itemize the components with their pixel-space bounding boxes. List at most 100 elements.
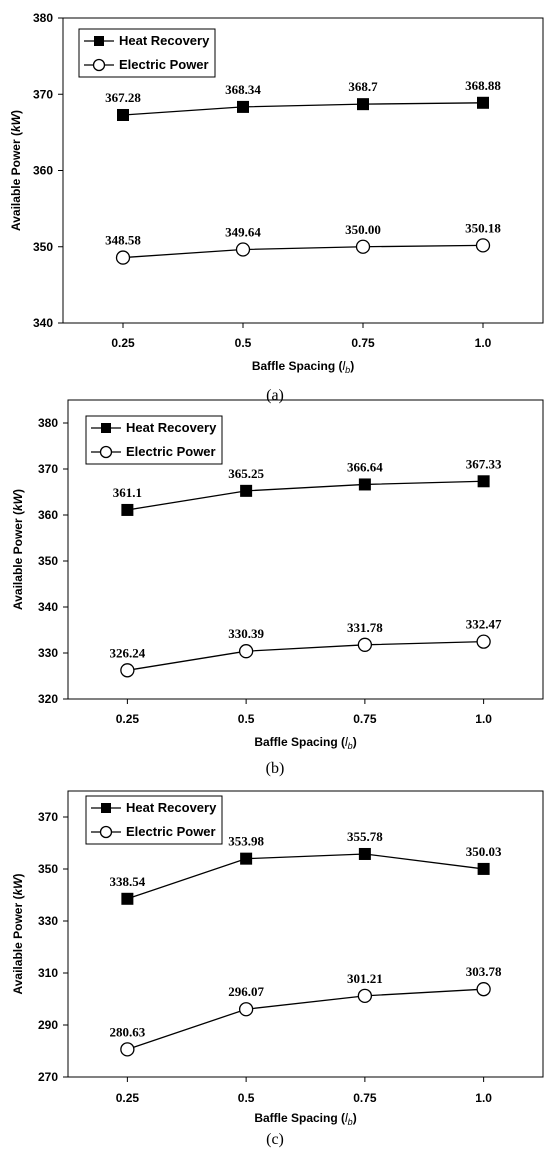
y-tick-label: 350 — [38, 554, 58, 568]
series-line-heat-recovery — [127, 853, 484, 900]
data-point-electric-power — [357, 988, 373, 1004]
panel-caption: (c) — [266, 1131, 284, 1148]
data-label: 361.1 — [113, 485, 142, 500]
series-line-electric-power — [127, 988, 484, 1050]
data-label: 368.34 — [225, 82, 261, 97]
y-axis-title: Available Power (kW) — [11, 489, 25, 610]
x-axis-title: Baffle Spacing (lb) — [252, 359, 354, 375]
x-tick-label: 1.0 — [475, 1091, 492, 1105]
data-point-electric-power — [476, 982, 491, 997]
data-point-heat-recovery — [117, 108, 129, 121]
y-tick-label: 320 — [38, 692, 58, 706]
series-line-electric-power — [122, 244, 484, 259]
data-label: 332.47 — [466, 617, 502, 632]
data-point-electric-power — [238, 644, 254, 659]
data-label: 367.28 — [105, 90, 141, 105]
x-tick-label: 0.75 — [353, 712, 377, 726]
data-point-heat-recovery — [237, 100, 249, 113]
x-tick-label: 1.0 — [475, 336, 492, 350]
data-point-heat-recovery — [477, 475, 490, 488]
y-tick-label: 350 — [33, 240, 53, 254]
x-tick-label: 0.25 — [116, 1091, 140, 1105]
legend-marker-square — [94, 36, 104, 46]
chart-c: 270 290 310 330 350 370 0.25 0.5 0.75 1.0 Baffle S… — [11, 790, 544, 1148]
y-tick-label: 270 — [38, 1070, 58, 1084]
data-label: 365.25 — [228, 466, 264, 481]
legend-label: Heat Recovery — [126, 420, 217, 435]
data-label: 330.39 — [228, 626, 264, 641]
x-axis-title: Baffle Spacing (lb) — [254, 1111, 356, 1127]
data-label: 350.18 — [465, 220, 501, 235]
legend: Heat Recovery Electric Power — [78, 28, 216, 78]
y-tick-label: 370 — [38, 462, 58, 476]
x-tick-label: 0.5 — [238, 712, 255, 726]
data-point-heat-recovery — [240, 852, 253, 865]
data-label: 350.00 — [345, 222, 381, 237]
series-line-heat-recovery — [127, 480, 484, 511]
data-label: 368.88 — [465, 78, 501, 93]
data-label: 367.33 — [466, 456, 502, 471]
legend-label: Electric Power — [126, 824, 216, 839]
plot-frame — [67, 399, 544, 700]
data-point-heat-recovery — [121, 892, 134, 905]
data-label: 348.58 — [105, 233, 141, 248]
data-point-electric-power — [120, 663, 135, 678]
chart-panel-b: 320 330 340 350 360 370 380 0.25 0.5 0.75 1.0 Baffl… — [0, 392, 550, 784]
data-point-heat-recovery — [358, 478, 371, 491]
y-tick-label: 380 — [33, 11, 53, 25]
legend-marker-circle — [99, 825, 113, 839]
data-point-electric-power — [355, 239, 371, 254]
y-tick-label: 290 — [38, 1018, 58, 1032]
legend-marker-circle — [92, 58, 106, 72]
data-label: 349.64 — [225, 224, 261, 239]
legend-marker-square — [101, 423, 111, 433]
data-point-electric-power — [476, 634, 491, 649]
panel-caption: (b) — [266, 760, 285, 777]
data-point-electric-power — [235, 242, 251, 257]
y-tick-label: 380 — [38, 416, 58, 430]
data-point-heat-recovery — [240, 484, 253, 497]
data-point-electric-power — [238, 1002, 254, 1017]
data-point-heat-recovery — [357, 98, 369, 111]
data-point-electric-power — [475, 238, 491, 253]
data-label: 301.21 — [347, 971, 383, 986]
y-tick-label: 370 — [33, 87, 53, 101]
data-label: 355.78 — [347, 829, 383, 844]
data-label: 353.98 — [228, 834, 264, 849]
y-tick-label: 330 — [38, 646, 58, 660]
chart-panel-a: 340 350 360 370 380 0.25 0.5 0.75 1.0 Baffle Spac… — [0, 0, 550, 410]
x-tick-label: 0.5 — [235, 336, 252, 350]
legend-label: Heat Recovery — [126, 800, 217, 815]
y-tick-label: 350 — [38, 862, 58, 876]
data-label: 368.7 — [348, 79, 378, 94]
data-point-heat-recovery — [477, 862, 490, 875]
y-tick-label: 360 — [38, 508, 58, 522]
x-tick-label: 1.0 — [475, 712, 492, 726]
y-tick-label: 310 — [38, 966, 58, 980]
chart-a: 340 350 360 370 380 0.25 0.5 0.75 1.0 Baffle Spac… — [9, 11, 544, 404]
y-tick-label: 330 — [38, 914, 58, 928]
y-axis-title: Available Power (kW) — [9, 110, 23, 231]
data-label: 350.03 — [466, 844, 502, 859]
x-tick-label: 0.25 — [111, 336, 135, 350]
legend-label: Electric Power — [119, 57, 209, 72]
chart-panel-c: 270 290 310 330 350 370 0.25 0.5 0.75 1.0 Baffle S… — [0, 778, 550, 1157]
legend-label: Heat Recovery — [119, 33, 210, 48]
y-tick-label: 360 — [33, 164, 53, 178]
data-label: 331.78 — [347, 620, 383, 635]
chart-b: 320 330 340 350 360 370 380 0.25 0.5 0.75 1.0 Baffl… — [11, 399, 544, 777]
y-tick-label: 370 — [38, 810, 58, 824]
legend: Heat Recovery Electric Power — [85, 415, 223, 465]
data-label: 326.24 — [110, 645, 146, 660]
data-point-heat-recovery — [121, 503, 134, 516]
legend-marker-circle — [99, 445, 113, 459]
series-line-electric-power — [127, 640, 484, 671]
y-axis-title: Available Power (kW) — [11, 874, 25, 995]
data-point-electric-power — [357, 637, 373, 652]
x-tick-label: 0.25 — [116, 712, 140, 726]
data-label: 280.63 — [110, 1024, 146, 1039]
legend: Heat Recovery Electric Power — [85, 795, 223, 845]
data-point-heat-recovery — [358, 847, 371, 860]
x-tick-label: 0.5 — [238, 1091, 255, 1105]
data-point-electric-power — [120, 1042, 135, 1057]
